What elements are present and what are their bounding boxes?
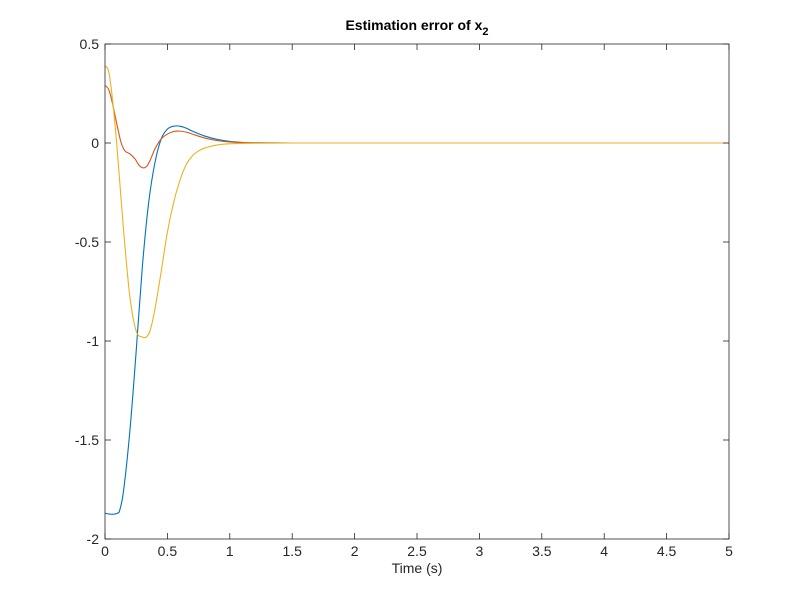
x-tick-label: 2: [351, 543, 359, 559]
x-tick-label: 0.5: [158, 543, 178, 559]
x-tick-label: 4.5: [657, 543, 677, 559]
tick-layer: 0 0.5 1 1.5 2 2.5 3 3.5 4 4.5 5 0.5 0 -0.5 -1 -1.5 -2: [75, 36, 733, 559]
chart-title-main: Estimation error of x: [345, 17, 482, 33]
x-tick-label: 2.5: [407, 543, 427, 559]
y-tick-label: 0: [91, 135, 99, 151]
chart-title: Estimation error of x2: [345, 17, 488, 38]
series-line-3: [104, 65, 729, 339]
plot-area: [105, 44, 729, 539]
x-axis-label: Time (s): [392, 560, 443, 576]
x-tick-label: 0: [101, 543, 109, 559]
x-tick-label: 1.5: [282, 543, 302, 559]
y-tick-label: -1.5: [75, 432, 99, 448]
x-tick-label: 1: [226, 543, 234, 559]
x-tick-label: 5: [725, 543, 733, 559]
y-tick-label: -1: [87, 333, 100, 349]
x-tick-label: 3.5: [532, 543, 552, 559]
x-tick-label: 3: [476, 543, 484, 559]
y-tick-label: 0.5: [80, 36, 100, 52]
chart-title-subscript: 2: [482, 26, 488, 38]
y-tick-label: -0.5: [75, 234, 99, 250]
x-tick-label: 4: [600, 543, 608, 559]
y-tick-label: -2: [87, 531, 100, 547]
series-layer: [104, 65, 729, 515]
